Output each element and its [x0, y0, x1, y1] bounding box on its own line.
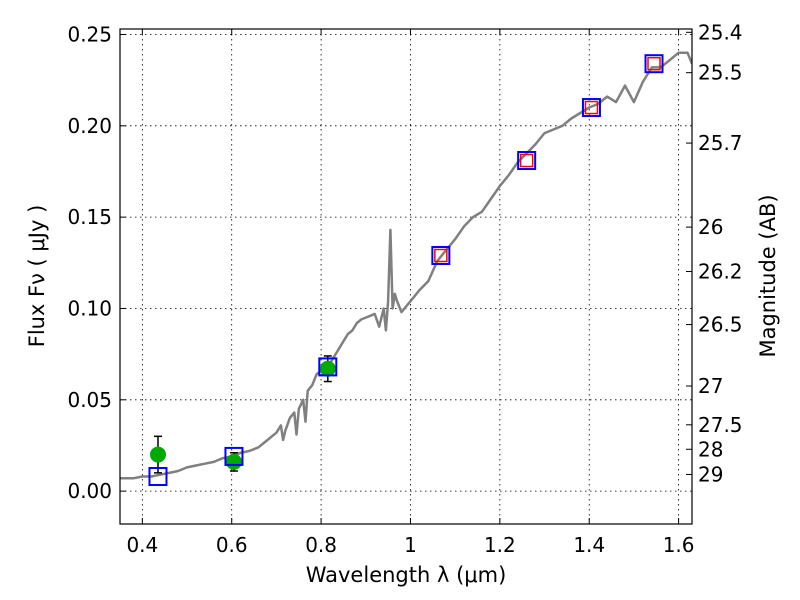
mag-tick-label: 27: [698, 374, 723, 398]
mag-tick-label: 26.2: [698, 260, 743, 284]
x-tick-label: 0.6: [216, 533, 248, 557]
photometry-point: [149, 446, 166, 463]
photometry-point: [319, 360, 336, 377]
ir-photometry-marker: [584, 100, 599, 115]
y-axis-label: Flux Fν ( μJy ): [25, 205, 49, 348]
model-photometry-marker: [224, 446, 244, 466]
x-tick-label: 1.2: [484, 533, 516, 557]
ir-photometry-marker: [434, 248, 448, 263]
mag-tick-label: 25.4: [698, 20, 743, 44]
x-tick-label: 0.8: [305, 533, 337, 557]
model-photometry-marker: [431, 245, 451, 265]
x-tick-label: 1.4: [573, 533, 605, 557]
mag-tick-label: 28: [698, 437, 723, 461]
mag-tick-label: 26: [698, 215, 723, 239]
tick-layer: [120, 29, 692, 524]
model-photometry-marker: [517, 151, 537, 171]
y-tick-label: 0.20: [67, 114, 112, 138]
model-photometry-marker: [644, 54, 664, 74]
mag-tick-label: 29: [698, 462, 723, 486]
mag-tick-label: 25.7: [698, 131, 743, 155]
model-photometry-marker: [318, 357, 338, 377]
x-tick-label: 1: [404, 533, 417, 557]
label-layer: 0.4 0.6 0.8 1 1.2 1.4 1.6 0.00 0.05 0.10 0.15 0.20 0…: [67, 20, 742, 557]
model-photometry-marker: [581, 98, 601, 118]
model-photometry-marker: [148, 467, 168, 487]
x-axis-label: Wavelength λ (μm): [306, 563, 507, 587]
plot-frame: [119, 28, 693, 525]
y2-axis-label: Magnitude (AB): [756, 194, 780, 357]
model-sed-line: [120, 51, 692, 480]
photometry-point: [225, 453, 242, 470]
y-tick-label: 0.05: [67, 388, 112, 412]
mag-tick-label: 25.5: [698, 61, 743, 85]
mag-tick-label: 26.5: [698, 313, 743, 337]
ir-photometry-marker: [647, 56, 661, 71]
y-tick-label: 0.10: [67, 296, 112, 320]
series-layer: [120, 51, 692, 487]
x-tick-label: 1.6: [663, 533, 695, 557]
x-tick-label: 0.4: [126, 533, 158, 557]
grid-layer: [120, 29, 692, 524]
y-tick-label: 0.00: [67, 479, 112, 503]
y-tick-label: 0.15: [67, 205, 112, 229]
y-tick-label: 0.25: [67, 22, 112, 46]
ir-photometry-marker: [519, 153, 534, 168]
mag-tick-label: 27.5: [698, 413, 743, 437]
